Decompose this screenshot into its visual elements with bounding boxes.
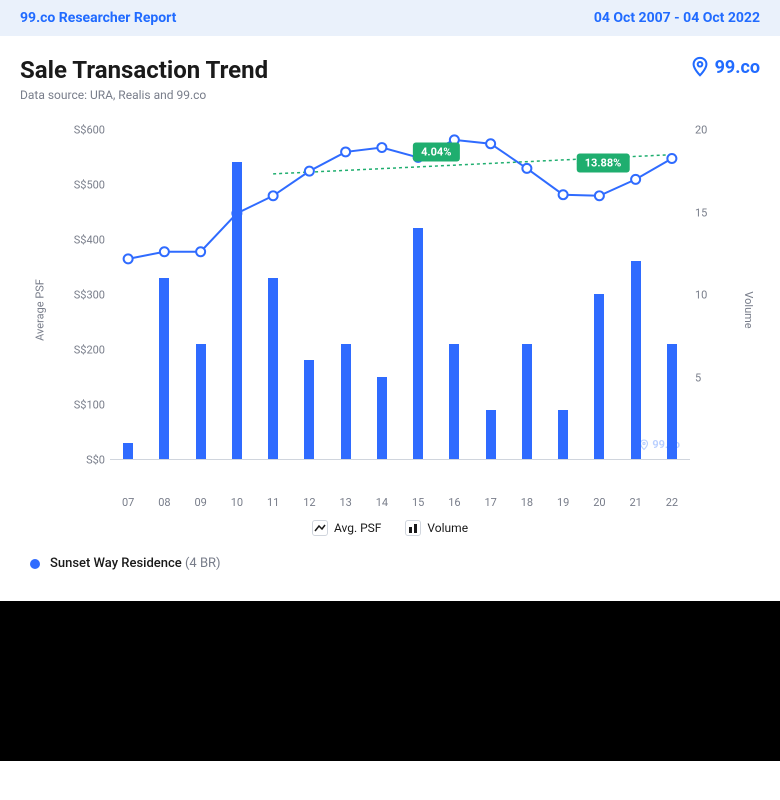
legend-avg-psf: Avg. PSF	[312, 520, 381, 536]
volume-bar	[558, 410, 568, 460]
y-left-tick: S$100	[50, 399, 105, 412]
x-tick: 13	[339, 490, 351, 509]
x-tick: 10	[231, 490, 243, 509]
series-detail: (4 BR)	[185, 556, 221, 571]
chart-container: Average PSF Volume 99.co 4.04%13.88% S$0…	[0, 110, 780, 500]
page-title: Sale Transaction Trend	[20, 56, 268, 84]
x-tick: 18	[521, 490, 533, 509]
y-right-tick: 20	[695, 124, 730, 137]
x-tick: 08	[158, 490, 170, 509]
plot-area: 99.co 4.04%13.88%	[110, 130, 690, 460]
x-tick: 07	[122, 490, 134, 509]
volume-bar	[196, 344, 206, 460]
line-icon	[312, 520, 328, 536]
x-tick: 17	[484, 490, 496, 509]
x-tick: 15	[412, 490, 424, 509]
volume-bar	[449, 344, 459, 460]
y-left-tick: S$500	[50, 179, 105, 192]
volume-bar	[123, 443, 133, 460]
x-tick: 12	[303, 490, 315, 509]
volume-bar	[522, 344, 532, 460]
series-name: Sunset Way Residence	[50, 556, 182, 571]
volume-bar	[413, 228, 423, 459]
x-tick: 22	[666, 490, 678, 509]
legend: Avg. PSF Volume	[0, 500, 780, 546]
volume-bar	[486, 410, 496, 460]
volume-bar	[159, 278, 169, 460]
x-tick: 14	[376, 490, 388, 509]
x-tick: 16	[448, 490, 460, 509]
volume-bar	[594, 294, 604, 459]
series-legend: Sunset Way Residence (4 BR)	[0, 546, 780, 601]
x-tick: 19	[557, 490, 569, 509]
series-dot	[30, 559, 40, 569]
volume-bar	[232, 162, 242, 459]
footer-block	[0, 601, 780, 761]
y-left-tick: S$600	[50, 124, 105, 137]
volume-bar	[667, 344, 677, 460]
report-label: 99.co Researcher Report	[20, 10, 176, 26]
x-tick: 09	[194, 490, 206, 509]
bar-icon	[405, 520, 421, 536]
x-tick: 21	[629, 490, 641, 509]
brand-logo: 99.co	[689, 56, 760, 78]
volume-bar	[377, 377, 387, 460]
pin-icon	[689, 56, 711, 78]
y-left-tick: S$0	[50, 454, 105, 467]
legend-volume: Volume	[405, 520, 468, 536]
volume-bar	[304, 360, 314, 459]
growth-badge: 4.04%	[413, 143, 459, 162]
volume-bar	[631, 261, 641, 459]
y-right-tick: 10	[695, 289, 730, 302]
report-header: 99.co Researcher Report 04 Oct 2007 - 04…	[0, 0, 780, 36]
brand-text: 99.co	[715, 57, 760, 78]
y-right-axis-label: Volume	[742, 291, 755, 328]
data-source: Data source: URA, Realis and 99.co	[20, 88, 268, 102]
x-tick: 20	[593, 490, 605, 509]
growth-badge: 13.88%	[577, 154, 630, 173]
y-right-tick: 5	[695, 371, 730, 384]
volume-bar	[341, 344, 351, 460]
y-left-tick: S$300	[50, 289, 105, 302]
title-row: Sale Transaction Trend Data source: URA,…	[0, 36, 780, 110]
y-left-tick: S$400	[50, 234, 105, 247]
report-date-range: 04 Oct 2007 - 04 Oct 2022	[594, 10, 760, 26]
y-right-tick: 15	[695, 206, 730, 219]
volume-bar	[268, 278, 278, 460]
y-left-axis-label: Average PSF	[34, 279, 47, 341]
y-left-tick: S$200	[50, 344, 105, 357]
x-tick: 11	[267, 490, 279, 509]
